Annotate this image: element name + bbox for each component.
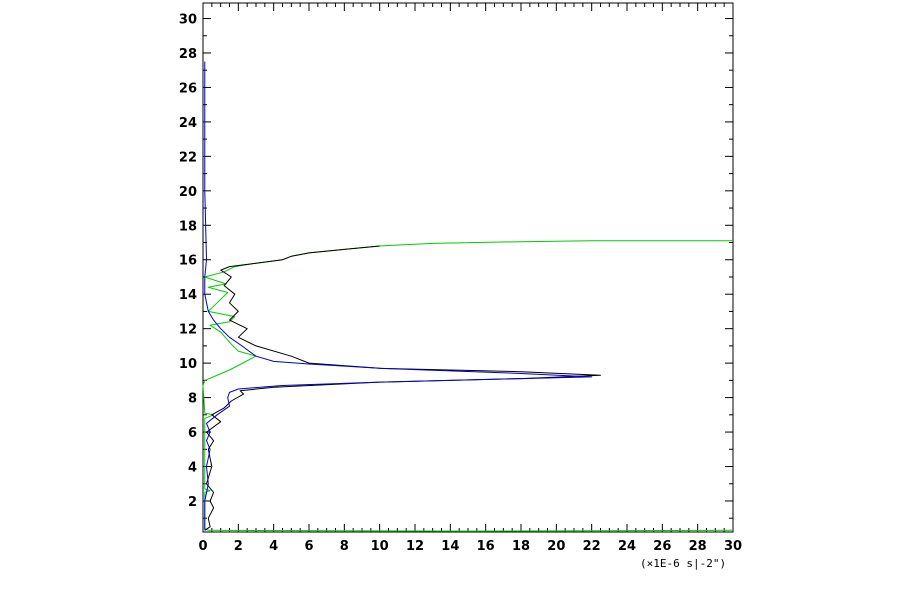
x-tick-label: 10 <box>371 539 389 554</box>
x-tick-label: 26 <box>653 539 671 554</box>
axis-ticks <box>202 3 734 532</box>
y-tick-label: 28 <box>179 47 197 62</box>
series-line-2 <box>204 245 601 531</box>
x-tick-label: 24 <box>618 539 636 554</box>
tick-labels: 0 2 4 6 8 10 12 14 16 18 20 22 24 26 28 302468101214161… <box>179 13 742 554</box>
plot-frame <box>202 2 734 533</box>
x-tick-label: 18 <box>512 539 530 554</box>
x-tick-label: 2 <box>234 539 243 554</box>
x-tick-label: 30 <box>724 539 742 554</box>
y-tick-label: 26 <box>179 81 197 96</box>
y-tick-label: 24 <box>179 116 197 131</box>
y-tick-label: 20 <box>179 185 197 200</box>
y-tick-label: 2 <box>188 495 197 510</box>
x-tick-label: 6 <box>304 539 313 554</box>
y-tick-label: 14 <box>179 288 197 303</box>
x-tick-label: 28 <box>689 539 707 554</box>
y-tick-label: 22 <box>179 150 197 165</box>
x-tick-label: 16 <box>477 539 495 554</box>
x-axis-unit-label: (×1E-6 s|-2") <box>640 557 726 570</box>
x-tick-label: 22 <box>583 539 601 554</box>
y-tick-label: 18 <box>179 219 197 234</box>
y-tick-label: 12 <box>179 323 197 338</box>
y-tick-label: 16 <box>179 254 197 269</box>
y-tick-label: 10 <box>179 357 197 372</box>
x-tick-label: 0 <box>198 539 207 554</box>
y-tick-label: 4 <box>188 461 197 476</box>
x-tick-label: 14 <box>441 539 459 554</box>
x-tick-label: 4 <box>269 539 278 554</box>
x-tick-label: 12 <box>406 539 424 554</box>
y-tick-label: 8 <box>188 392 197 407</box>
x-tick-label: 8 <box>340 539 349 554</box>
plot-border <box>202 2 734 533</box>
series-line-3 <box>204 61 593 531</box>
y-tick-label: 30 <box>179 13 197 28</box>
x-tick-label: 20 <box>547 539 565 554</box>
series-lines <box>202 61 734 532</box>
y-tick-label: 6 <box>188 426 197 441</box>
